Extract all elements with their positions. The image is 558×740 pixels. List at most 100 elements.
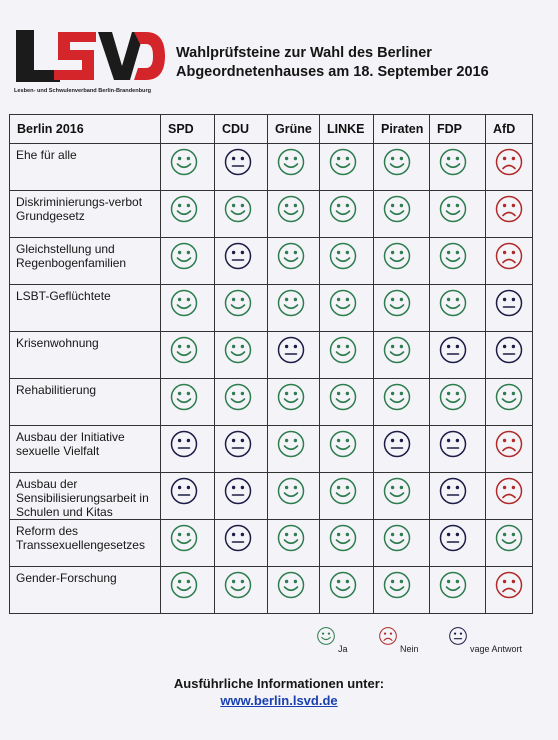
- topic-label: Diskriminierungs-verbot Grundgesetz: [9, 190, 161, 238]
- page-title-line-2: Abgeordnetenhauses am 18. September 2016: [176, 64, 489, 80]
- rating-cell: [214, 190, 268, 238]
- rating-cell: [319, 519, 374, 567]
- smiley-happy-icon: [328, 429, 358, 459]
- topic-label: Reform des Transsexuellengesetzes: [9, 519, 161, 567]
- rating-cell: [485, 190, 533, 238]
- rating-cell: [319, 284, 374, 332]
- table-row: Rehabilitierung: [9, 378, 533, 426]
- topic-label: Krisenwohnung: [9, 331, 161, 379]
- rating-cell: [319, 237, 374, 285]
- smiley-neutral-icon: [494, 335, 524, 365]
- rating-cell: [214, 378, 268, 426]
- party-header: AfD: [485, 114, 533, 144]
- rating-cell: [319, 378, 374, 426]
- smiley-neutral-icon: [169, 476, 199, 506]
- rating-cell: [485, 284, 533, 332]
- rating-cell: [373, 519, 430, 567]
- smiley-happy-icon: [494, 382, 524, 412]
- smiley-happy-icon: [328, 382, 358, 412]
- rating-cell: [429, 237, 486, 285]
- rating-cell: [267, 472, 320, 520]
- smiley-happy-icon: [169, 570, 199, 600]
- smiley-happy-icon: [328, 570, 358, 600]
- rating-cell: [485, 143, 533, 191]
- smiley-happy-icon: [223, 194, 253, 224]
- smiley-happy-icon: [438, 288, 468, 318]
- smiley-happy-icon: [169, 241, 199, 271]
- smiley-happy-icon: [328, 194, 358, 224]
- legend-neutral: vage Antwort: [448, 626, 522, 654]
- rating-cell: [319, 472, 374, 520]
- rating-cell: [485, 566, 533, 614]
- smiley-sad-icon: [378, 626, 398, 646]
- smiley-neutral-icon: [223, 429, 253, 459]
- table-row: Ausbau der Sensibilisierungsarbeit in Sc…: [9, 472, 533, 520]
- smiley-happy-icon: [382, 241, 412, 271]
- smiley-happy-icon: [169, 288, 199, 318]
- rating-cell: [160, 237, 215, 285]
- smiley-happy-icon: [276, 523, 306, 553]
- smiley-happy-icon: [438, 147, 468, 177]
- smiley-neutral-icon: [494, 288, 524, 318]
- smiley-neutral-icon: [438, 335, 468, 365]
- rating-cell: [319, 566, 374, 614]
- rating-cell: [267, 566, 320, 614]
- rating-cell: [429, 284, 486, 332]
- rating-cell: [160, 425, 215, 473]
- smiley-happy-icon: [328, 523, 358, 553]
- rating-cell: [429, 519, 486, 567]
- rating-cell: [319, 190, 374, 238]
- rating-cell: [373, 331, 430, 379]
- rating-cell: [373, 284, 430, 332]
- page-title-line-1: Wahlprüfsteine zur Wahl des Berliner: [176, 45, 432, 61]
- smiley-neutral-icon: [438, 429, 468, 459]
- smiley-happy-icon: [328, 335, 358, 365]
- smiley-sad-icon: [494, 570, 524, 600]
- party-header: SPD: [160, 114, 215, 144]
- smiley-happy-icon: [169, 382, 199, 412]
- smiley-neutral-icon: [276, 335, 306, 365]
- smiley-happy-icon: [328, 288, 358, 318]
- smiley-happy-icon: [276, 288, 306, 318]
- smiley-happy-icon: [382, 147, 412, 177]
- table-corner-label: Berlin 2016: [9, 114, 161, 144]
- website-link[interactable]: www.berlin.lsvd.de: [220, 693, 338, 708]
- rating-cell: [267, 284, 320, 332]
- smiley-neutral-icon: [223, 523, 253, 553]
- smiley-happy-icon: [328, 476, 358, 506]
- rating-cell: [429, 425, 486, 473]
- smiley-happy-icon: [382, 382, 412, 412]
- page-title: Wahlprüfsteine zur Wahl des Berliner Abg…: [176, 44, 546, 82]
- rating-cell: [319, 425, 374, 473]
- smiley-sad-icon: [494, 241, 524, 271]
- rating-cell: [429, 566, 486, 614]
- party-header: LINKE: [319, 114, 374, 144]
- rating-cell: [429, 190, 486, 238]
- table-row: Diskriminierungs-verbot Grundgesetz: [9, 190, 533, 238]
- legend-ja: Ja: [316, 626, 348, 654]
- smiley-sad-icon: [494, 194, 524, 224]
- legend-neutral-label: vage Antwort: [470, 644, 523, 654]
- topic-label: Ausbau der Sensibilisierungsarbeit in Sc…: [9, 472, 161, 520]
- smiley-happy-icon: [223, 570, 253, 600]
- rating-cell: [429, 143, 486, 191]
- smiley-neutral-icon: [223, 147, 253, 177]
- rating-cell: [373, 378, 430, 426]
- rating-cell: [160, 143, 215, 191]
- rating-cell: [373, 143, 430, 191]
- smiley-neutral-icon: [448, 626, 468, 646]
- smiley-happy-icon: [223, 382, 253, 412]
- rating-cell: [267, 378, 320, 426]
- rating-cell: [485, 237, 533, 285]
- table-row: LSBT-Geflüchtete: [9, 284, 533, 332]
- rating-cell: [214, 237, 268, 285]
- table-row: Gleichstellung und Regenbogenfamilien: [9, 237, 533, 285]
- smiley-sad-icon: [494, 429, 524, 459]
- smiley-happy-icon: [169, 147, 199, 177]
- legend-nein: Nein: [378, 626, 419, 654]
- rating-cell: [160, 190, 215, 238]
- smiley-happy-icon: [276, 241, 306, 271]
- rating-cell: [373, 472, 430, 520]
- rating-cell: [214, 566, 268, 614]
- table-row: Reform des Transsexuellengesetzes: [9, 519, 533, 567]
